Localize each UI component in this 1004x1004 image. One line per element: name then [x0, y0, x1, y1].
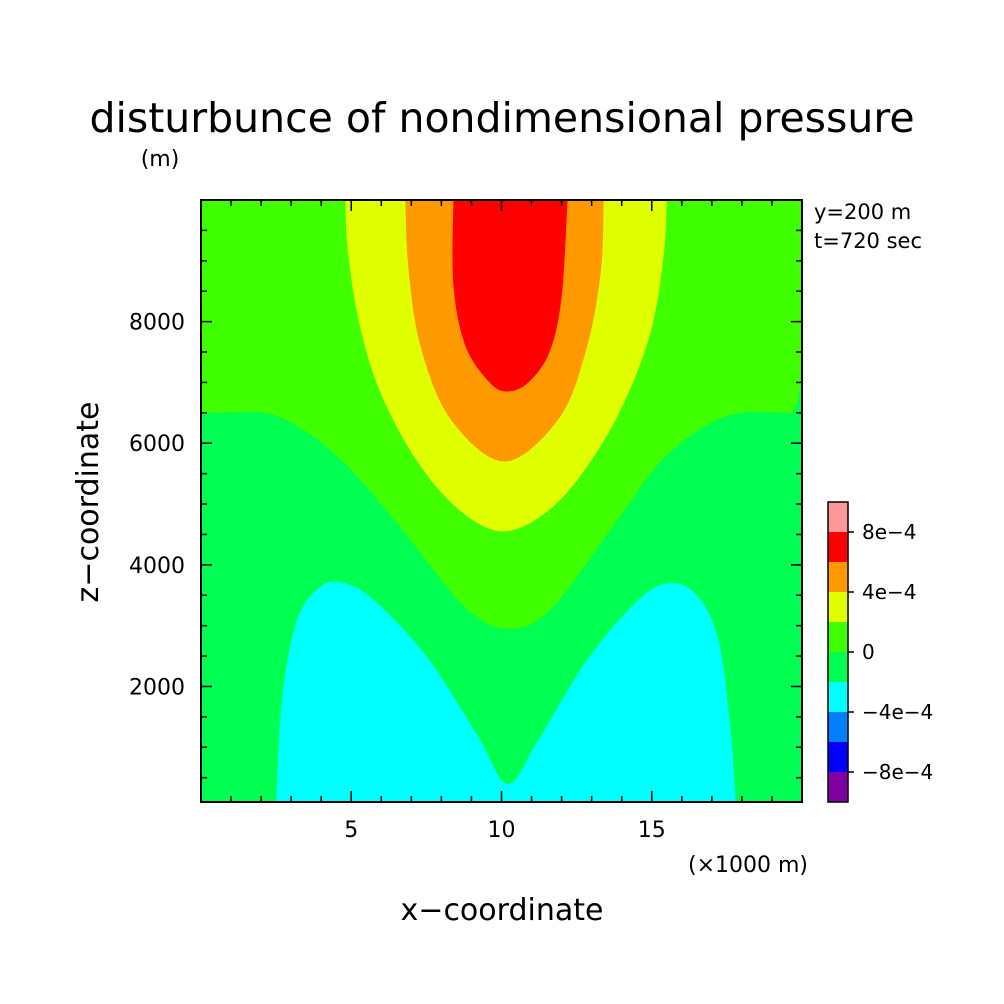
y-tick-label: 6000 — [129, 432, 185, 457]
x-axis: 5 10 15 — [230, 200, 773, 843]
x-tick-label: 10 — [488, 818, 516, 843]
colorbar-label: −8e−4 — [862, 760, 933, 784]
colorbar-bin — [828, 682, 848, 712]
colorbar-bin — [828, 772, 848, 802]
x-axis-unit-label: (×1000 m) — [688, 853, 808, 878]
colorbar-bin — [828, 502, 848, 532]
colorbar-bin — [828, 592, 848, 622]
y-tick-label: 8000 — [129, 311, 185, 336]
colorbar-bin — [828, 652, 848, 682]
y-axis-label: z−coordinate — [71, 402, 106, 603]
info-line-position: y=200 m — [814, 200, 911, 224]
y-tick-label: 2000 — [129, 675, 185, 700]
colorbar-bin — [828, 622, 848, 652]
colorbar-bin — [828, 712, 848, 742]
colorbar-bin — [828, 532, 848, 562]
colorbar-label: 8e−4 — [862, 520, 917, 544]
colorbar-label: 0 — [862, 640, 875, 664]
y-axis: 2000 4000 6000 8000 — [129, 229, 802, 779]
units-label: (m) — [141, 147, 180, 172]
contour-region — [452, 200, 568, 392]
chart-title: disturbunce of nondimensional pressure — [89, 94, 914, 142]
x-tick-label: 15 — [638, 818, 666, 843]
colorbar-label: −4e−4 — [862, 700, 933, 724]
plot-area — [200, 199, 803, 803]
contour-region — [276, 581, 736, 802]
info-line-time: t=720 sec — [814, 229, 922, 253]
x-axis-label: x−coordinate — [401, 893, 604, 928]
x-tick-label: 5 — [344, 818, 358, 843]
colorbar-label: 4e−4 — [862, 580, 917, 604]
y-tick-label: 4000 — [129, 554, 185, 579]
colorbar-bin — [828, 742, 848, 772]
colorbar-legend: −8e−4 −4e−4 0 4e−4 8e−4 — [827, 501, 933, 803]
colorbar-bin — [828, 562, 848, 592]
